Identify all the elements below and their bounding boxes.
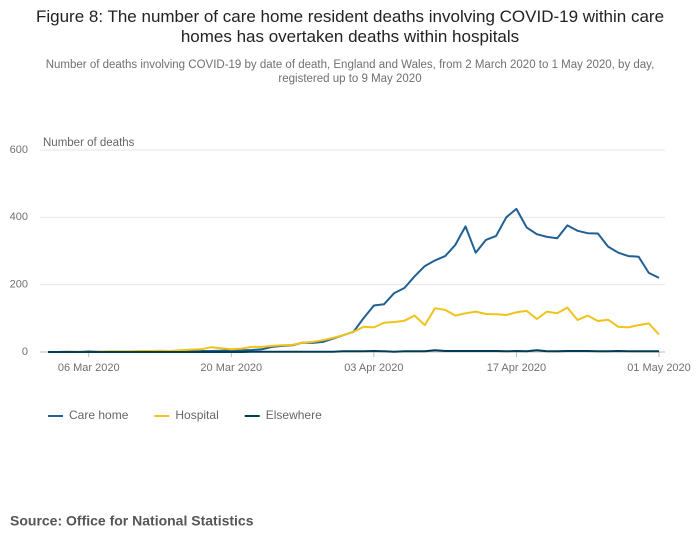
x-tick-label: 03 Apr 2020 — [344, 362, 403, 374]
series-line — [48, 306, 660, 353]
x-tick-label: 20 Mar 2020 — [200, 362, 262, 374]
x-tick-label: 17 Apr 2020 — [487, 362, 546, 374]
y-tick-label: 600 — [10, 144, 28, 156]
series-line — [48, 349, 659, 353]
chart-subtitle: Number of deaths involving COVID-19 by d… — [46, 59, 655, 85]
text-line: Figure 8: The number of care home reside… — [36, 7, 664, 26]
series-line — [48, 207, 660, 353]
text-line: homes has overtaken deaths within hospit… — [181, 27, 519, 46]
legend-label: Care home — [69, 408, 129, 422]
y-tick-label: 400 — [10, 211, 28, 223]
x-tick-label: 01 May 2020 — [627, 362, 691, 374]
text-line: Number of deaths involving COVID-19 by d… — [46, 59, 655, 71]
y-axis-label: Number of deaths — [43, 137, 135, 149]
source: Source: Office for National Statistics — [10, 513, 254, 529]
y-tick-label: 0 — [22, 346, 28, 358]
y-tick-label: 200 — [10, 279, 28, 291]
x-tick-label: 06 Mar 2020 — [58, 362, 120, 374]
legend-label: Hospital — [175, 408, 218, 422]
text-line: registered up to 9 May 2020 — [278, 73, 421, 85]
legend-label: Elsewhere — [266, 408, 322, 422]
chart-title: Figure 8: The number of care home reside… — [36, 7, 664, 46]
